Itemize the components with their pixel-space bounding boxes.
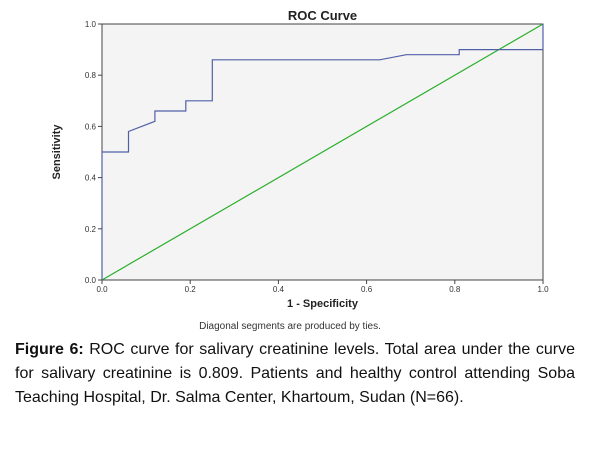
x-axis-label: 1 - Specificity <box>287 298 359 310</box>
x-tick-label: 0.0 <box>96 285 108 294</box>
y-tick-label: 0.4 <box>85 174 97 183</box>
roc-curve-line <box>101 24 544 280</box>
x-tick-label: 1.0 <box>537 285 549 294</box>
y-tick-label: 0.8 <box>85 71 97 80</box>
figure-label: Figure 6: <box>15 341 84 358</box>
figure-caption: Figure 6: ROC curve for salivary creatin… <box>15 338 575 410</box>
caption-text: ROC curve for salivary creatinine levels… <box>15 341 576 406</box>
chart-title: ROC Curve <box>288 8 357 23</box>
y-tick-label: 0.6 <box>85 122 97 131</box>
y-tick-label: 0.0 <box>85 276 97 285</box>
y-tick-label: 0.2 <box>85 225 97 234</box>
roc-chart: 0.0 0.2 0.4 0.6 0.8 1.0 0.0 0.2 0.4 0.6 0.8 1.0 ROC… <box>51 8 549 332</box>
y-tick-label: 1.0 <box>85 20 97 29</box>
reference-diagonal-line <box>101 23 544 281</box>
diagonal-ties-note: Diagonal segments are produced by ties. <box>199 321 381 332</box>
y-axis-label: Sensitivity <box>51 124 63 180</box>
x-tick-label: 0.2 <box>185 285 197 294</box>
x-tick-label: 0.4 <box>273 285 285 294</box>
x-tick-label: 0.8 <box>449 285 461 294</box>
x-tick-label: 0.6 <box>361 285 373 294</box>
